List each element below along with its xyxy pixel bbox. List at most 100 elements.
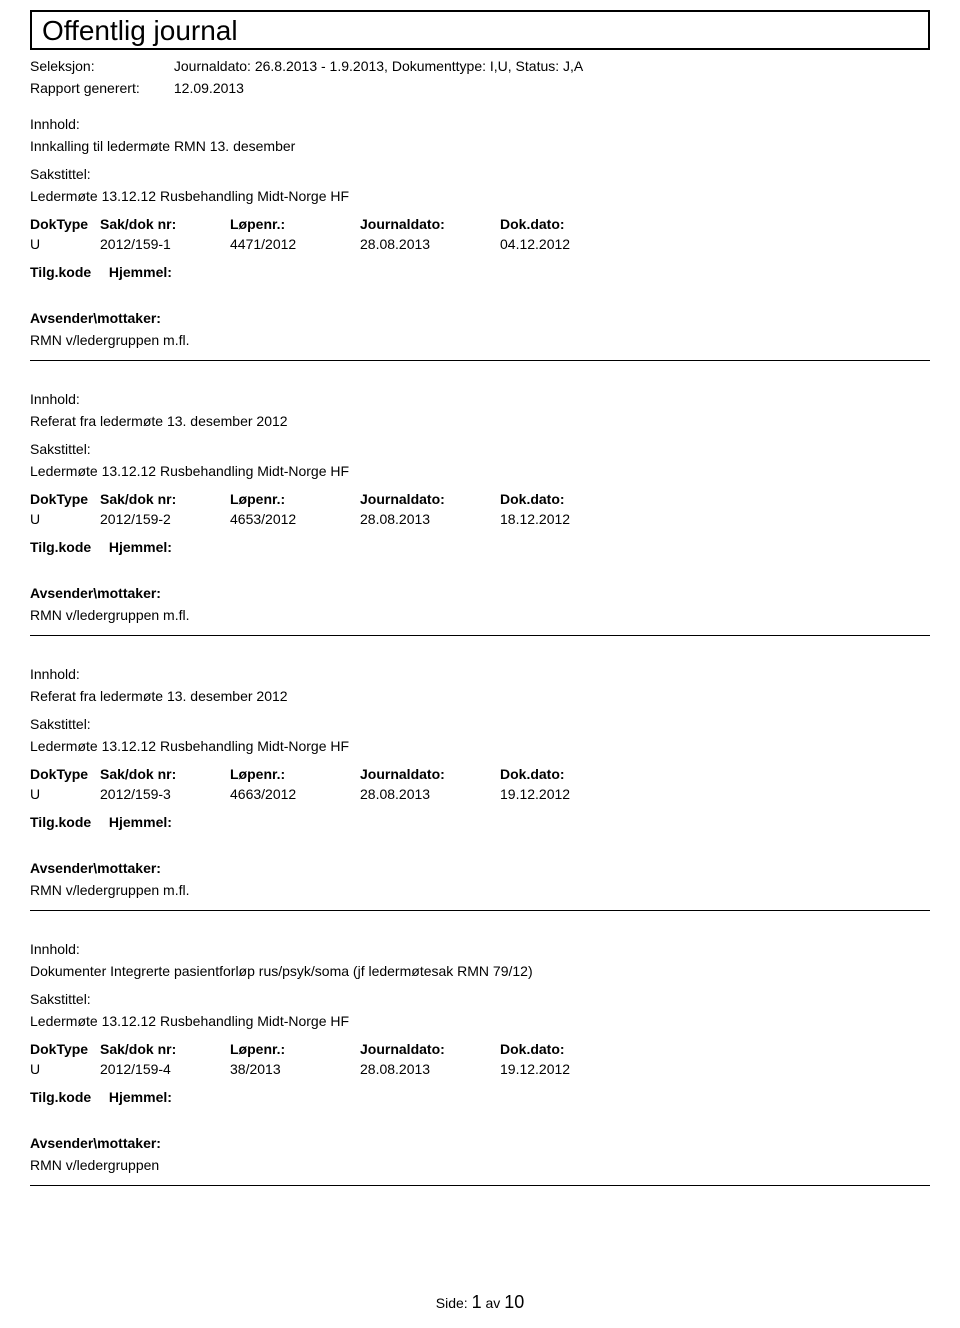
innhold-label: Innhold: [30,391,930,407]
cell-dokdato: 04.12.2012 [500,236,630,252]
cell-doktype: U [30,1061,100,1077]
cell-journaldato: 28.08.2013 [360,1061,500,1077]
avsender-label: Avsender\mottaker: [30,310,930,326]
innhold-value: Referat fra ledermøte 13. desember 2012 [30,688,930,704]
header-box: Offentlig journal [30,10,930,50]
avsender-value: RMN v/ledergruppen m.fl. [30,332,930,348]
footer-side-label: Side: [436,1295,468,1311]
col-header-saknr: Sak/dok nr: [100,216,230,232]
col-header-journaldato: Journaldato: [360,216,500,232]
footer-page-sep: av [486,1295,501,1311]
doc-table-header: DokType Sak/dok nr: Løpenr.: Journaldato… [30,491,930,507]
sakstittel-value: Ledermøte 13.12.12 Rusbehandling Midt-No… [30,463,930,479]
col-header-lopenr: Løpenr.: [230,491,360,507]
doc-table-row: U 2012/159-1 4471/2012 28.08.2013 04.12.… [30,236,930,252]
col-header-doktype: DokType [30,491,100,507]
hjemmel-label: Hjemmel: [109,264,172,280]
doc-table-row: U 2012/159-3 4663/2012 28.08.2013 19.12.… [30,786,930,802]
doc-table-header: DokType Sak/dok nr: Løpenr.: Journaldato… [30,766,930,782]
tilgkode-row: Tilg.kode Hjemmel: [30,539,930,555]
doc-table-header: DokType Sak/dok nr: Løpenr.: Journaldato… [30,1041,930,1057]
innhold-value: Referat fra ledermøte 13. desember 2012 [30,413,930,429]
journal-entry: Innhold: Referat fra ledermøte 13. desem… [30,391,930,666]
col-header-dokdato: Dok.dato: [500,1041,630,1057]
cell-dokdato: 19.12.2012 [500,1061,630,1077]
cell-journaldato: 28.08.2013 [360,236,500,252]
col-header-doktype: DokType [30,766,100,782]
col-header-dokdato: Dok.dato: [500,216,630,232]
col-header-lopenr: Løpenr.: [230,1041,360,1057]
cell-journaldato: 28.08.2013 [360,786,500,802]
meta-rapport-row: Rapport generert: 12.09.2013 [30,80,930,96]
hjemmel-label: Hjemmel: [109,539,172,555]
doc-table: DokType Sak/dok nr: Løpenr.: Journaldato… [30,491,930,527]
innhold-value: Dokumenter Integrerte pasientforløp rus/… [30,963,930,979]
footer-page-num: 1 [472,1292,482,1312]
col-header-journaldato: Journaldato: [360,1041,500,1057]
rapport-value: 12.09.2013 [174,80,244,96]
doc-table-row: U 2012/159-2 4653/2012 28.08.2013 18.12.… [30,511,930,527]
cell-doktype: U [30,786,100,802]
cell-saknr: 2012/159-4 [100,1061,230,1077]
sakstittel-label: Sakstittel: [30,991,930,1007]
journal-entry: Innhold: Referat fra ledermøte 13. desem… [30,666,930,941]
innhold-label: Innhold: [30,941,930,957]
col-header-lopenr: Løpenr.: [230,216,360,232]
doc-table-header: DokType Sak/dok nr: Løpenr.: Journaldato… [30,216,930,232]
meta-section: Seleksjon: Journaldato: 26.8.2013 - 1.9.… [30,58,930,96]
cell-lopenr: 4663/2012 [230,786,360,802]
cell-saknr: 2012/159-1 [100,236,230,252]
cell-saknr: 2012/159-2 [100,511,230,527]
cell-lopenr: 4653/2012 [230,511,360,527]
col-header-dokdato: Dok.dato: [500,766,630,782]
sakstittel-label: Sakstittel: [30,441,930,457]
cell-dokdato: 18.12.2012 [500,511,630,527]
journal-entry: Innhold: Innkalling til ledermøte RMN 13… [30,116,930,391]
avsender-value: RMN v/ledergruppen m.fl. [30,882,930,898]
avsender-label: Avsender\mottaker: [30,585,930,601]
tilgkode-label: Tilg.kode [30,814,105,830]
sakstittel-value: Ledermøte 13.12.12 Rusbehandling Midt-No… [30,1013,930,1029]
cell-dokdato: 19.12.2012 [500,786,630,802]
col-header-doktype: DokType [30,216,100,232]
innhold-label: Innhold: [30,116,930,132]
col-header-saknr: Sak/dok nr: [100,491,230,507]
doc-table: DokType Sak/dok nr: Løpenr.: Journaldato… [30,1041,930,1077]
sakstittel-label: Sakstittel: [30,166,930,182]
col-header-journaldato: Journaldato: [360,766,500,782]
cell-journaldato: 28.08.2013 [360,511,500,527]
seleksjon-label: Seleksjon: [30,58,170,74]
cell-doktype: U [30,511,100,527]
col-header-saknr: Sak/dok nr: [100,766,230,782]
footer: Side: 1 av 10 [0,1292,960,1313]
cell-lopenr: 4471/2012 [230,236,360,252]
sakstittel-label: Sakstittel: [30,716,930,732]
col-header-saknr: Sak/dok nr: [100,1041,230,1057]
innhold-label: Innhold: [30,666,930,682]
sakstittel-value: Ledermøte 13.12.12 Rusbehandling Midt-No… [30,738,930,754]
meta-seleksjon-row: Seleksjon: Journaldato: 26.8.2013 - 1.9.… [30,58,930,74]
tilgkode-label: Tilg.kode [30,264,105,280]
rapport-label: Rapport generert: [30,80,170,96]
hjemmel-label: Hjemmel: [109,814,172,830]
tilgkode-label: Tilg.kode [30,539,105,555]
entries-container: Innhold: Innkalling til ledermøte RMN 13… [30,116,930,1216]
tilgkode-row: Tilg.kode Hjemmel: [30,264,930,280]
seleksjon-value: Journaldato: 26.8.2013 - 1.9.2013, Dokum… [174,58,583,74]
avsender-label: Avsender\mottaker: [30,1135,930,1151]
hjemmel-label: Hjemmel: [109,1089,172,1105]
sakstittel-value: Ledermøte 13.12.12 Rusbehandling Midt-No… [30,188,930,204]
page-title: Offentlig journal [42,17,918,45]
tilgkode-row: Tilg.kode Hjemmel: [30,814,930,830]
cell-lopenr: 38/2013 [230,1061,360,1077]
doc-table: DokType Sak/dok nr: Løpenr.: Journaldato… [30,766,930,802]
avsender-label: Avsender\mottaker: [30,860,930,876]
journal-entry: Innhold: Dokumenter Integrerte pasientfo… [30,941,930,1216]
tilgkode-label: Tilg.kode [30,1089,105,1105]
avsender-value: RMN v/ledergruppen m.fl. [30,607,930,623]
innhold-value: Innkalling til ledermøte RMN 13. desembe… [30,138,930,154]
cell-doktype: U [30,236,100,252]
avsender-value: RMN v/ledergruppen [30,1157,930,1173]
col-header-doktype: DokType [30,1041,100,1057]
cell-saknr: 2012/159-3 [100,786,230,802]
